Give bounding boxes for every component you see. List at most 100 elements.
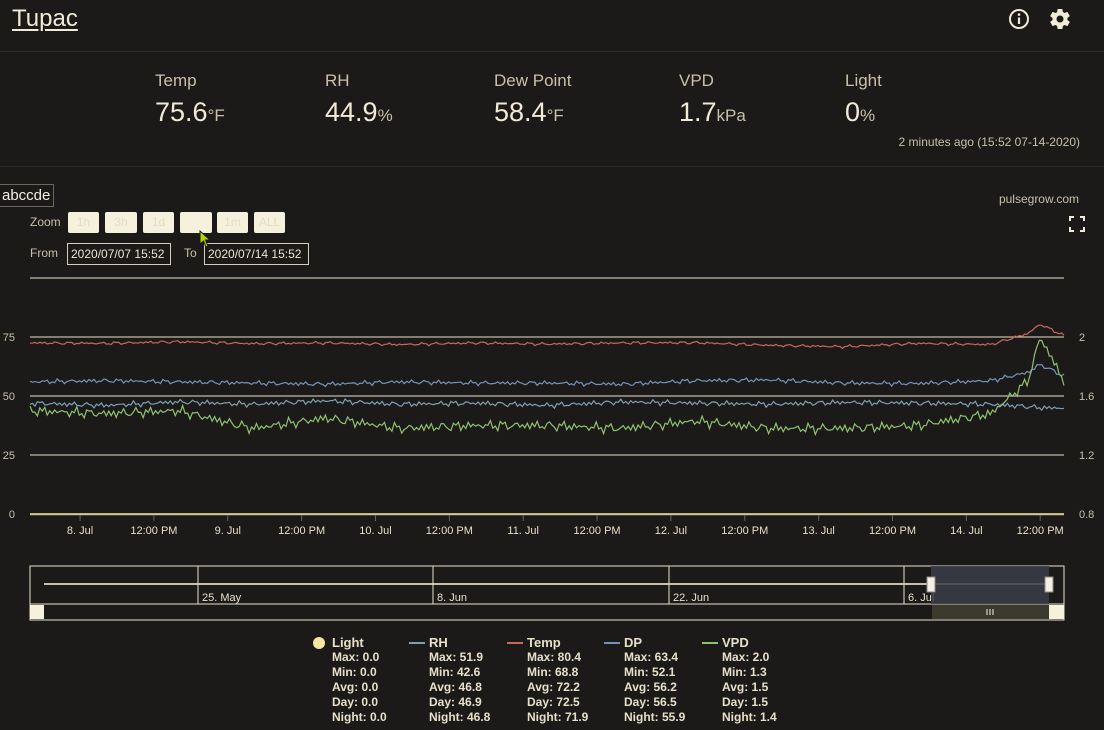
legend-marker: [409, 642, 425, 644]
legend-stat: Day: 46.9: [429, 695, 482, 709]
to-label: To: [184, 246, 197, 260]
legend-stat: Avg: 46.8: [429, 680, 482, 694]
navigator-tick-label: 22. Jun: [673, 592, 709, 604]
legend-name: VPD: [722, 635, 749, 650]
legend-stat: Day: 1.5: [722, 695, 769, 709]
x-tick-label: 11. Jul: [507, 525, 539, 537]
legend-item-light[interactable]: Light Max: 0.0 Min: 0.0 Avg: 0.0 Day: 0.0 Nig…: [312, 635, 387, 725]
legend-stat: Avg: 56.2: [624, 680, 677, 694]
legend-name: RH: [429, 635, 448, 650]
x-tick-label: 8. Jul: [67, 525, 93, 537]
legend-marker: [507, 642, 523, 644]
stat-unit: %: [860, 106, 876, 125]
legend-stat: Max: 2.0: [722, 650, 770, 664]
navigator-frame: [29, 565, 1065, 621]
legend-item-temp[interactable]: Temp Max: 80.4 Min: 68.8 Avg: 72.2 Day: 72.5…: [507, 635, 588, 725]
legend-item-rh[interactable]: RH Max: 51.9 Min: 42.6 Avg: 46.8 Day: 46.9 Ni…: [409, 635, 490, 725]
stat-unit: °F: [546, 106, 564, 125]
x-tick-label: 12:00 PM: [130, 525, 177, 537]
y-tick-label: 0.8: [1079, 509, 1094, 521]
fullscreen-icon[interactable]: [1069, 216, 1085, 232]
legend-stat: Max: 63.4: [624, 650, 679, 664]
zoom-3h-button[interactable]: 3h: [105, 212, 137, 233]
gear-icon[interactable]: [1048, 7, 1072, 31]
stat-label: VPD: [679, 71, 714, 90]
legend-body: RH Max: 51.9 Min: 42.6 Avg: 46.8 Day: 46.9 Ni…: [429, 635, 490, 725]
stat-rh: RH 44.9%: [325, 71, 393, 128]
info-icon[interactable]: [1007, 7, 1031, 31]
navigator-right-handle: [1044, 576, 1054, 593]
zoom-1d-button[interactable]: 1d: [143, 212, 174, 233]
zoom-all-button[interactable]: ALL: [254, 212, 285, 233]
legend-item-dp[interactable]: DP Max: 63.4 Min: 52.1 Avg: 56.2 Day: 56.5 Ni…: [604, 635, 685, 725]
zoom-1w-button[interactable]: 1w: [180, 212, 212, 233]
mouse-cursor-icon: [199, 230, 212, 248]
stat-number: 75.6: [155, 97, 208, 127]
device-title[interactable]: Tupac: [12, 5, 78, 32]
chart-title: abccde: [0, 184, 55, 207]
legend-name: DP: [624, 635, 643, 650]
legend-name: Temp: [527, 635, 561, 650]
x-tick-label: 12:00 PM: [1017, 525, 1064, 537]
series-line-vpd: [29, 339, 1065, 437]
legend-body: Temp Max: 80.4 Min: 68.8 Avg: 72.2 Day: 72.5…: [527, 635, 588, 725]
legend-stat: Max: 51.9: [429, 650, 484, 664]
legend-item-vpd[interactable]: VPD Max: 2.0 Min: 1.3 Avg: 1.5 Day: 1.5 Night…: [702, 635, 777, 725]
zoom-label: Zoom: [30, 215, 61, 229]
x-tick-label: 12:00 PM: [574, 525, 621, 537]
stat-number: 0: [845, 97, 861, 127]
y-tick-label: 1.6: [1079, 391, 1094, 403]
legend-stat: Avg: 72.2: [527, 680, 580, 694]
history-chart[interactable]: 75 50 25 0 2 1.6 1.2 0.8 8. Jul 12:00 PM 9. Jul 1…: [0, 270, 1104, 630]
navigator-tick-label: 6. Jul: [908, 592, 934, 604]
stat-value: 44.9%: [325, 97, 393, 128]
x-axis: 8. Jul 12:00 PM 9. Jul 12:00 PM 10. Jul 12:00…: [30, 514, 1064, 537]
grid-lines: [30, 277, 1064, 456]
stat-light: Light 0%: [845, 71, 882, 128]
x-tick-label: 9. Jul: [215, 525, 241, 537]
x-tick-label: 12:00 PM: [869, 525, 916, 537]
legend-body: VPD Max: 2.0 Min: 1.3 Avg: 1.5 Day: 1.5 Night…: [722, 635, 777, 725]
x-tick-label: 14. Jul: [950, 525, 982, 537]
zoom-1m-button[interactable]: 1m: [217, 212, 248, 233]
navigator-scroll-track: [44, 605, 931, 619]
stat-temp: Temp 75.6°F: [155, 71, 225, 128]
legend-stat: Min: 68.8: [527, 665, 579, 679]
navigator-tick-label: 25. May: [202, 592, 242, 604]
legend-stat: Day: 0.0: [332, 695, 379, 709]
stat-label: RH: [325, 71, 350, 90]
legend-stat: Min: 52.1: [624, 665, 676, 679]
last-updated: 2 minutes ago (15:52 07-14-2020): [898, 135, 1080, 149]
legend-marker: [604, 642, 620, 644]
legend-body: Light Max: 0.0 Min: 0.0 Avg: 0.0 Day: 0.0 Nig…: [332, 635, 387, 725]
series-line-dp: [29, 363, 1065, 388]
from-date-input[interactable]: 2020/07/07 15:52: [67, 243, 171, 265]
legend-stat: Night: 1.4: [722, 710, 777, 724]
stat-value: 0%: [845, 97, 882, 128]
stat-label: Temp: [155, 71, 197, 90]
site-credit[interactable]: pulsegrow.com: [998, 192, 1079, 206]
series-line-rh: [29, 397, 1065, 412]
legend-stat: Min: 42.6: [429, 665, 481, 679]
legend-stat: Night: 46.8: [429, 710, 491, 724]
from-label: From: [30, 246, 58, 260]
y-tick-label: 0: [9, 509, 15, 521]
x-tick-label: 13. Jul: [802, 525, 834, 537]
to-date-input[interactable]: 2020/07/14 15:52: [204, 243, 309, 265]
legend-stat: Min: 1.3: [722, 665, 767, 679]
zoom-1h-button[interactable]: 1h: [68, 212, 99, 233]
navigator[interactable]: 25. May 8. Jun 22. Jun 6. Jul: [29, 565, 1065, 621]
stat-vpd: VPD 1.7kPa: [679, 71, 746, 128]
legend-stat: Avg: 1.5: [722, 680, 769, 694]
x-tick-label: 12:00 PM: [278, 525, 325, 537]
navigator-selection: [931, 566, 1049, 604]
navigator-scroll-left: [30, 605, 44, 619]
stat-number: 1.7: [679, 97, 717, 127]
legend-stat: Night: 71.9: [527, 710, 589, 724]
legend-body: DP Max: 63.4 Min: 52.1 Avg: 56.2 Day: 56.5 Ni…: [624, 635, 685, 725]
x-tick-label: 12:00 PM: [721, 525, 768, 537]
y-tick-label: 50: [3, 391, 15, 403]
navigator-tick-label: 8. Jun: [437, 592, 467, 604]
legend-stat: Min: 0.0: [332, 665, 377, 679]
stat-value: 1.7kPa: [679, 97, 746, 128]
